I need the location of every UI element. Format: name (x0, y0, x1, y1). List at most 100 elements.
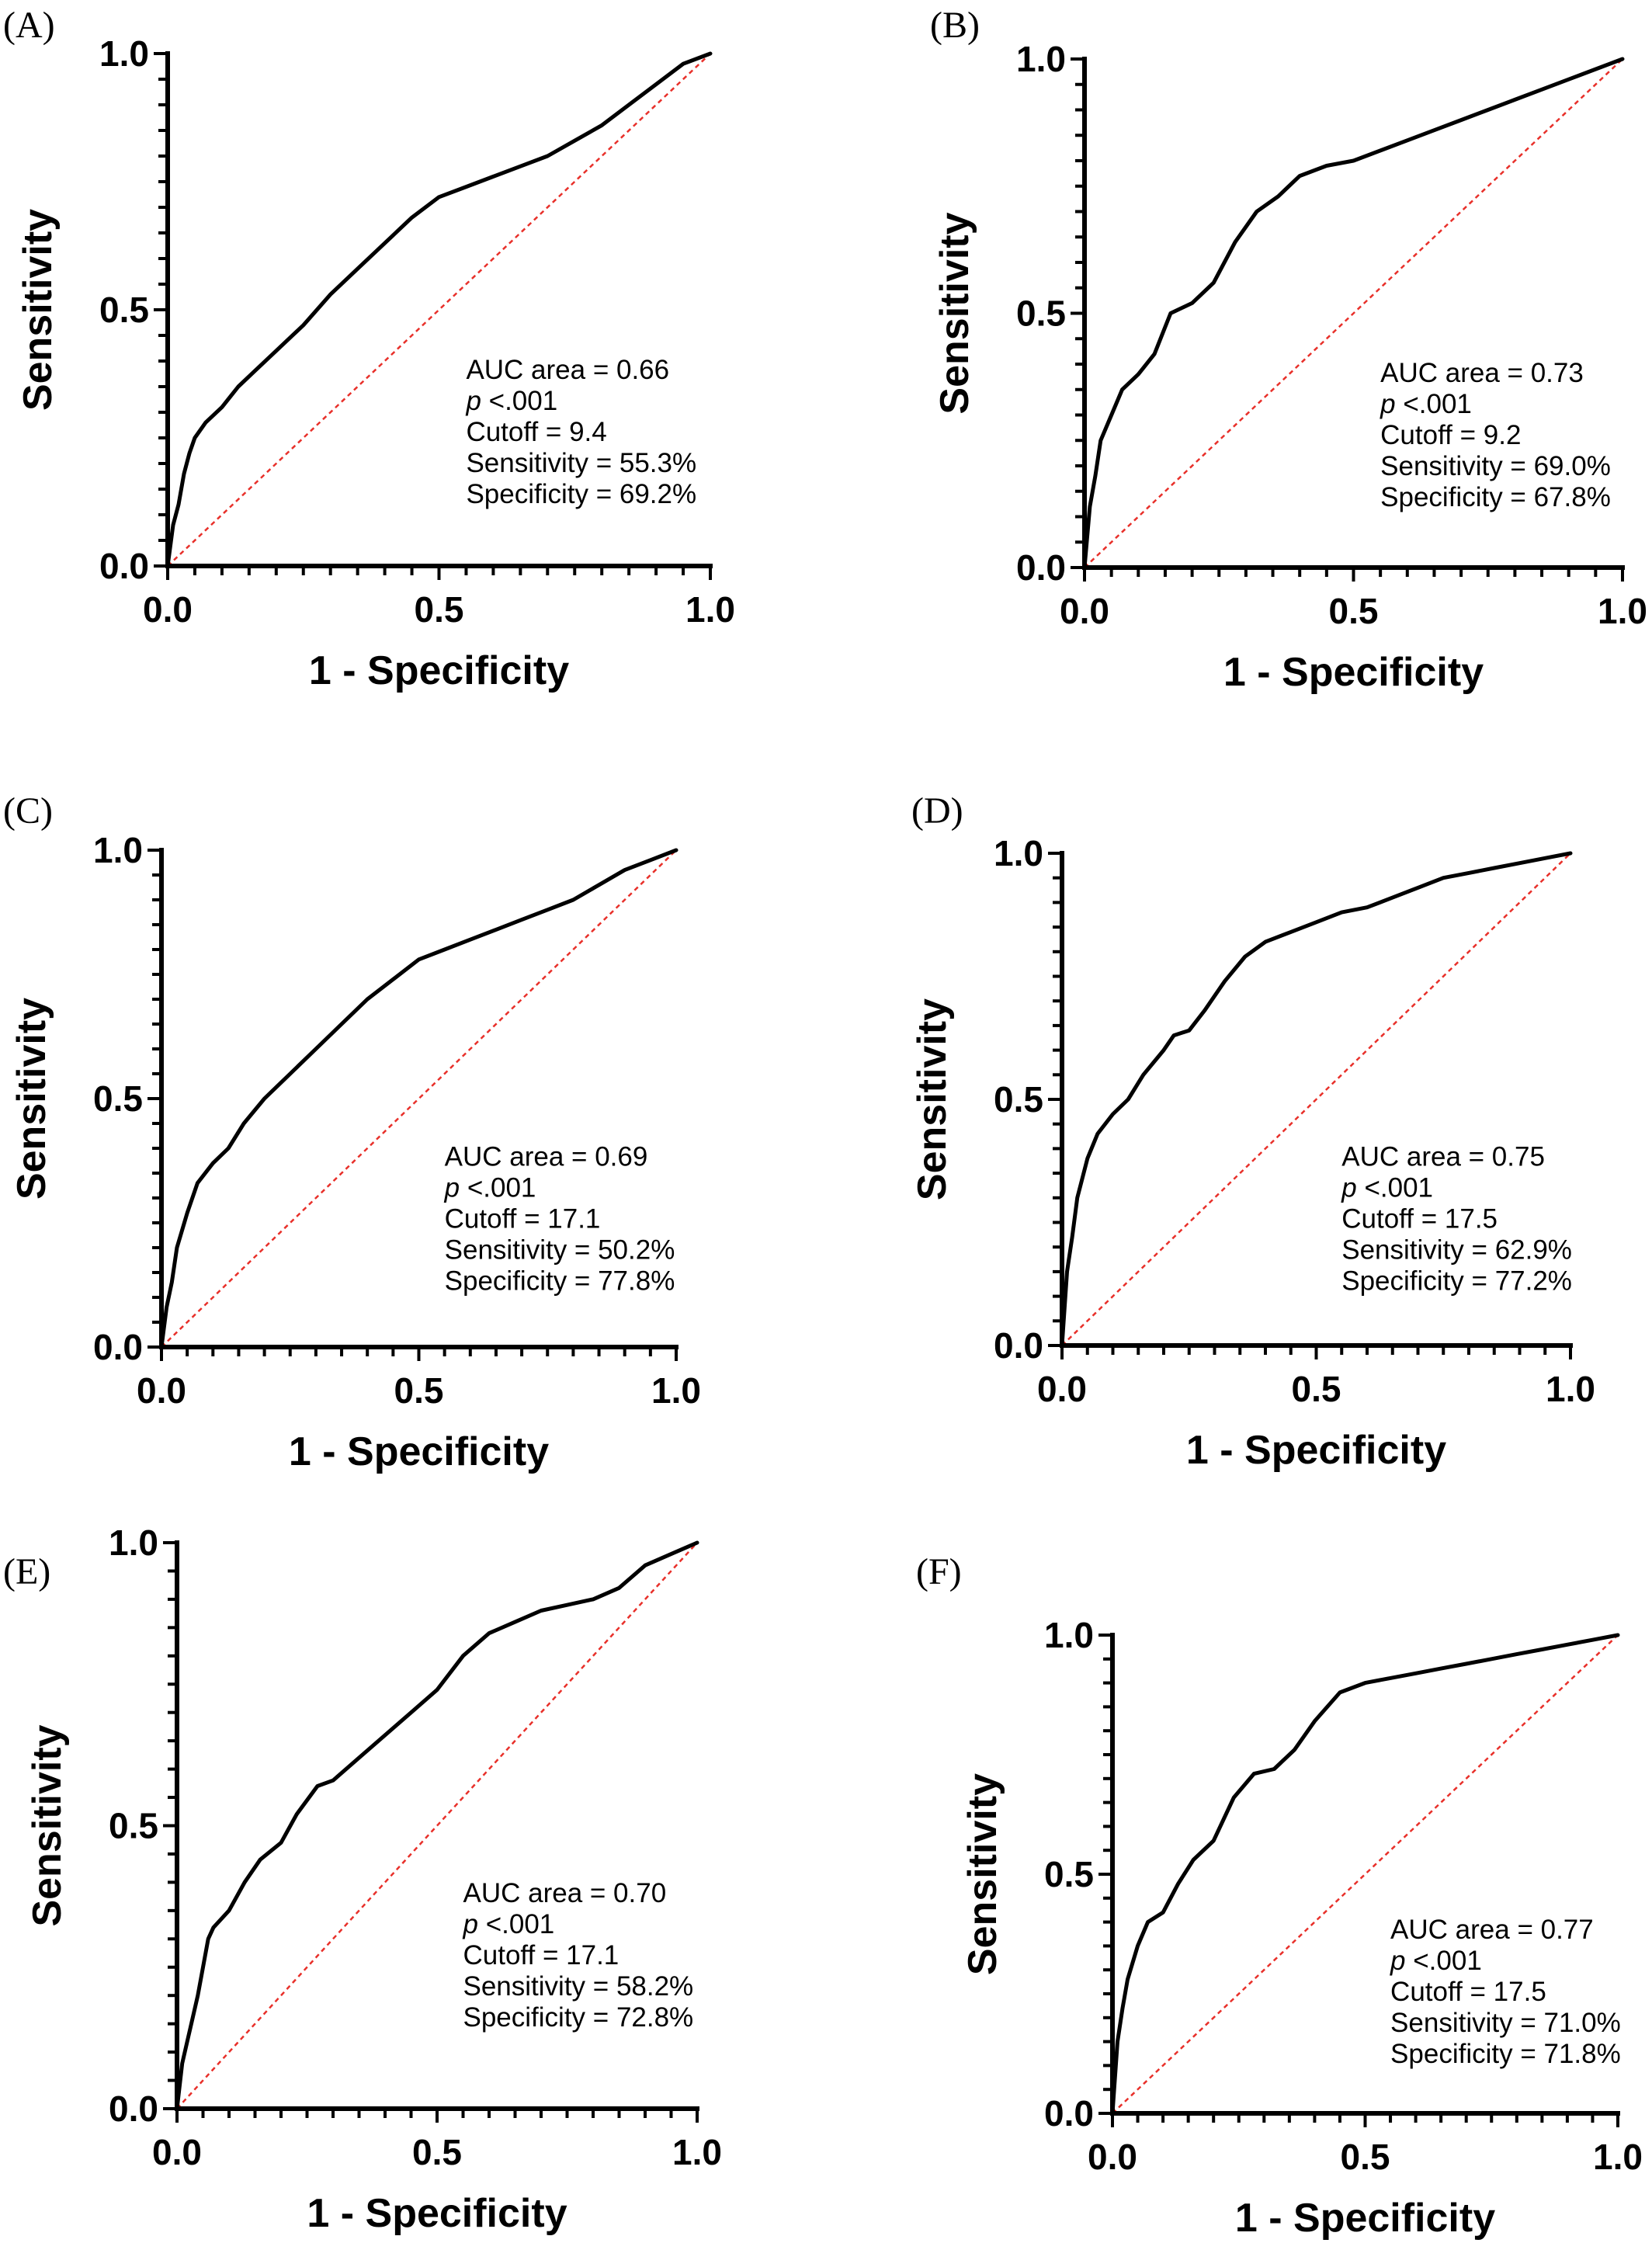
p-value-annotation: p <.001 (1390, 1946, 1482, 1976)
x-axis-title: 1 - Specificity (1235, 2196, 1495, 2241)
sensitivity-annotation: Sensitivity = 58.2% (463, 1971, 694, 2002)
roc-curve (175, 1540, 699, 2111)
x-tick-label: 0.0 (137, 1370, 186, 1411)
p-symbol: p (1380, 389, 1395, 419)
p-value: <.001 (481, 386, 557, 416)
y-tick-label: 1.0 (93, 830, 143, 870)
roc-curve (165, 51, 713, 568)
x-tick-label: 0.0 (1037, 1369, 1087, 1409)
p-value-annotation: p <.001 (465, 386, 557, 416)
y-axis-title: Sensitivity (910, 998, 955, 1200)
y-tick-label: 0.0 (1044, 2093, 1094, 2134)
auc-annotation: AUC area = 0.75 (1341, 1142, 1545, 1172)
roc-curve (1110, 1633, 1620, 2116)
y-tick-label: 1.0 (1016, 39, 1066, 79)
panel-letter: (C) (3, 790, 53, 832)
sensitivity-annotation: Sensitivity = 69.0% (1380, 451, 1611, 481)
p-value: <.001 (1406, 1946, 1482, 1976)
x-axis-title: 1 - Specificity (289, 1429, 549, 1474)
x-tick-label: 0.0 (143, 589, 193, 630)
specificity-annotation: Specificity = 71.8% (1390, 2039, 1621, 2069)
roc-panel: (A) 0.0 0.5 1.0 0.0 0.5 1.0 1 - Specificity Sens… (3, 5, 735, 693)
p-symbol: p (1390, 1946, 1405, 1976)
cutoff-annotation: Cutoff = 9.4 (466, 417, 606, 447)
x-tick-label: 0.0 (1088, 2137, 1137, 2177)
y-tick-label: 0.5 (994, 1079, 1043, 1120)
y-axis-title: Sensitivity (16, 209, 61, 411)
x-tick-label: 0.5 (1341, 2137, 1390, 2177)
p-value-annotation: p <.001 (463, 1909, 555, 1939)
y-axis-title: Sensitivity (960, 1773, 1005, 1975)
specificity-annotation: Specificity = 72.8% (463, 2002, 694, 2033)
x-tick-label: 1.0 (1546, 1369, 1595, 1409)
x-axis-title: 1 - Specificity (309, 648, 569, 693)
roc-panel: (C) 0.0 0.5 1.0 0.0 0.5 1.0 1 - Specificity Sens… (3, 790, 701, 1474)
x-tick-label: 0.5 (1329, 591, 1379, 631)
x-tick-label: 0.5 (394, 1370, 444, 1411)
x-axis-title: 1 - Specificity (1223, 650, 1484, 695)
roc-panel: (E) 0.0 0.5 1.0 0.0 0.5 1.0 1 - Specificity Sens… (3, 1523, 722, 2236)
cutoff-annotation: Cutoff = 17.5 (1341, 1204, 1498, 1234)
reference-diagonal-line (1061, 852, 1571, 1346)
x-tick-label: 0.0 (1060, 591, 1109, 631)
auc-annotation: AUC area = 0.66 (466, 355, 669, 385)
y-tick-label: 0.0 (99, 546, 149, 586)
x-axis-title: 1 - Specificity (307, 2191, 567, 2236)
y-tick-label: 0.5 (1044, 1854, 1094, 1894)
sensitivity-annotation: Sensitivity = 62.9% (1341, 1235, 1572, 1266)
y-tick-label: 1.0 (1044, 1615, 1094, 1655)
y-axis-title: Sensitivity (932, 212, 977, 414)
roc-curve (1060, 851, 1573, 1348)
y-tick-label: 0.5 (1016, 293, 1066, 334)
x-tick-label: 1.0 (651, 1370, 701, 1411)
p-value-annotation: p <.001 (444, 1172, 536, 1203)
p-symbol: p (463, 1909, 478, 1939)
p-value: <.001 (1357, 1173, 1433, 1203)
y-axis-title: Sensitivity (25, 1724, 70, 1926)
panel-letter: (B) (930, 5, 980, 46)
panel-letter: (F) (916, 1551, 962, 1592)
y-tick-label: 1.0 (994, 833, 1043, 873)
x-tick-label: 1.0 (685, 589, 735, 630)
roc-panel: (B) 0.0 0.5 1.0 0.0 0.5 1.0 1 - Specificity Sens… (930, 5, 1647, 695)
specificity-annotation: Specificity = 69.2% (466, 479, 696, 509)
auc-annotation: AUC area = 0.73 (1380, 358, 1584, 388)
p-symbol: p (1341, 1173, 1356, 1203)
panel-letter: (D) (911, 790, 963, 832)
sensitivity-annotation: Sensitivity = 50.2% (445, 1234, 675, 1265)
cutoff-annotation: Cutoff = 9.2 (1380, 420, 1521, 450)
roc-panel: (D) 0.0 0.5 1.0 0.0 0.5 1.0 1 - Specificity Sens… (910, 790, 1595, 1473)
specificity-annotation: Specificity = 77.2% (1341, 1266, 1572, 1297)
x-axis-title: 1 - Specificity (1186, 1428, 1446, 1473)
y-tick-label: 0.5 (93, 1078, 143, 1119)
specificity-annotation: Specificity = 67.8% (1380, 482, 1611, 512)
sensitivity-annotation: Sensitivity = 71.0% (1390, 2008, 1621, 2038)
x-tick-label: 0.5 (415, 589, 464, 630)
auc-annotation: AUC area = 0.69 (445, 1141, 648, 1172)
p-value: <.001 (460, 1172, 536, 1203)
x-tick-label: 0.0 (152, 2132, 202, 2172)
sensitivity-annotation: Sensitivity = 55.3% (466, 448, 696, 478)
p-value-annotation: p <.001 (1341, 1173, 1433, 1203)
y-tick-label: 0.0 (109, 2088, 158, 2129)
y-axis-title: Sensitivity (9, 998, 54, 1200)
p-symbol: p (465, 386, 481, 416)
specificity-annotation: Specificity = 77.8% (445, 1266, 675, 1296)
roc-curve (1082, 57, 1625, 570)
y-tick-label: 0.0 (93, 1327, 143, 1367)
reference-diagonal-line (176, 1542, 698, 2109)
x-tick-label: 0.5 (412, 2132, 462, 2172)
y-tick-label: 0.5 (109, 1806, 158, 1846)
cutoff-annotation: Cutoff = 17.1 (445, 1203, 601, 1234)
roc-panel: (F) 0.0 0.5 1.0 0.0 0.5 1.0 1 - Specificity Sens… (916, 1551, 1643, 2241)
reference-diagonal-line (1084, 58, 1623, 568)
cutoff-annotation: Cutoff = 17.5 (1390, 1977, 1546, 2007)
p-symbol: p (444, 1172, 460, 1203)
x-tick-label: 0.5 (1292, 1369, 1341, 1409)
p-value: <.001 (478, 1909, 554, 1939)
x-tick-label: 1.0 (672, 2132, 722, 2172)
auc-annotation: AUC area = 0.77 (1390, 1915, 1594, 1945)
y-tick-label: 0.0 (1016, 547, 1066, 588)
y-tick-label: 1.0 (109, 1523, 158, 1563)
